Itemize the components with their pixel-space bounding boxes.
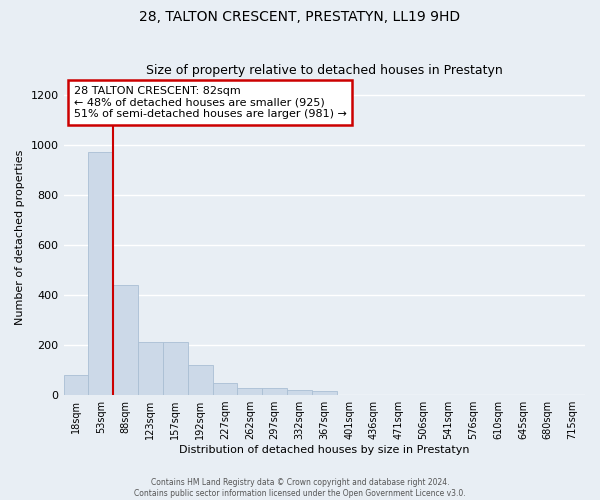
Bar bbox=[113, 285, 138, 395]
Bar bbox=[88, 152, 113, 395]
Bar bbox=[212, 382, 238, 395]
Bar bbox=[64, 375, 88, 395]
Bar bbox=[238, 388, 262, 395]
Title: Size of property relative to detached houses in Prestatyn: Size of property relative to detached ho… bbox=[146, 64, 503, 77]
Text: Contains HM Land Registry data © Crown copyright and database right 2024.
Contai: Contains HM Land Registry data © Crown c… bbox=[134, 478, 466, 498]
Bar bbox=[312, 392, 337, 395]
Text: 28 TALTON CRESCENT: 82sqm
← 48% of detached houses are smaller (925)
51% of semi: 28 TALTON CRESCENT: 82sqm ← 48% of detac… bbox=[74, 86, 347, 119]
X-axis label: Distribution of detached houses by size in Prestatyn: Distribution of detached houses by size … bbox=[179, 445, 470, 455]
Bar bbox=[262, 388, 287, 395]
Bar bbox=[138, 342, 163, 395]
Bar bbox=[287, 390, 312, 395]
Text: 28, TALTON CRESCENT, PRESTATYN, LL19 9HD: 28, TALTON CRESCENT, PRESTATYN, LL19 9HD bbox=[139, 10, 461, 24]
Bar bbox=[188, 365, 212, 395]
Bar bbox=[163, 342, 188, 395]
Y-axis label: Number of detached properties: Number of detached properties bbox=[15, 150, 25, 325]
